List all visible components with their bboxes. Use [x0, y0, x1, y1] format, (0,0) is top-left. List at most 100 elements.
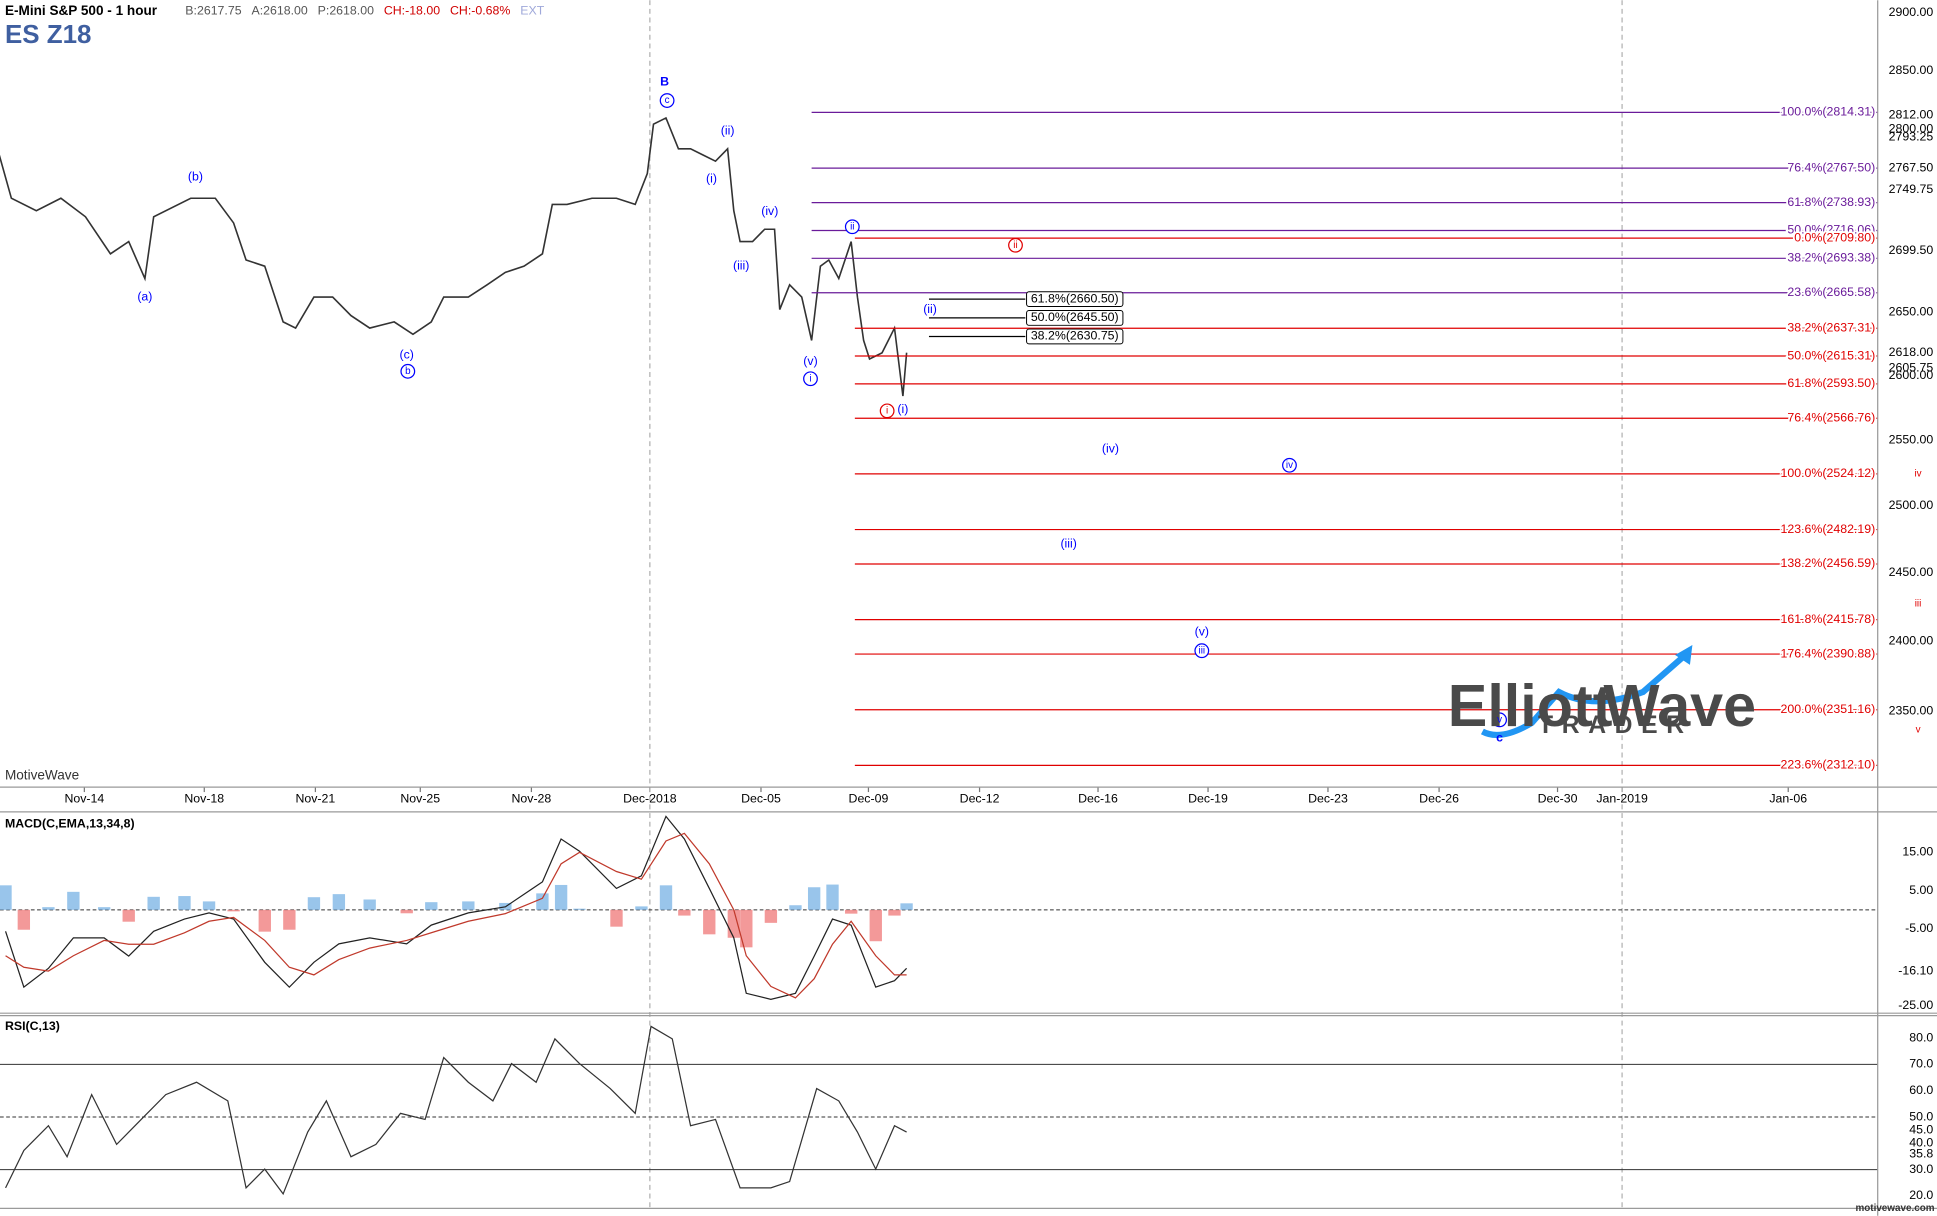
fib-label: 123.6%(2482.19)	[1781, 522, 1876, 536]
wave-circle	[844, 219, 860, 235]
quote-field: CH:-18.00	[384, 4, 440, 18]
x-tick-label: Dec-23	[1308, 792, 1348, 806]
y-tick-label: 80.0	[1909, 1030, 1933, 1044]
histogram-bar	[869, 909, 882, 942]
histogram-bar	[283, 909, 296, 930]
y-tick-label: 5.00	[1909, 883, 1933, 897]
y-tick-label: -5.00	[1905, 921, 1933, 935]
histogram-bar	[740, 909, 753, 948]
histogram-bar	[307, 897, 321, 910]
rsi-title: RSI(C,13)	[5, 1019, 60, 1033]
logo-word: TRADER	[1538, 712, 1693, 739]
histogram-bar	[900, 903, 913, 910]
x-tick-label: Dec-12	[960, 792, 1000, 806]
x-tick-label: Jan-2019	[1596, 792, 1648, 806]
histogram-bar	[178, 896, 191, 910]
value-marker-label: 35.8	[1909, 1147, 1933, 1161]
y-tick-label: 2500.00	[1889, 498, 1934, 512]
y-tick-label: 2600.00	[1889, 368, 1934, 382]
wave-label: ii	[850, 221, 854, 232]
wave-label: iv	[1286, 460, 1293, 471]
series-line	[4, 815, 908, 1000]
histogram-bar	[807, 887, 821, 910]
fib-label: 61.8%(2660.50)	[1031, 291, 1119, 305]
footer: motivewave.com	[1855, 1203, 1934, 1214]
y-tick-label: 50.0	[1909, 1109, 1933, 1123]
y-tick-label: 2650.00	[1889, 305, 1934, 319]
histogram-bar	[67, 891, 80, 910]
logo-word: Elliott	[1448, 672, 1613, 739]
fib-label: 23.6%(2665.58)	[1787, 285, 1875, 299]
quote-field: CH:-0.68%	[450, 4, 510, 18]
histogram-bar	[425, 902, 438, 910]
histogram-bar	[363, 899, 376, 910]
wave-label: (v)	[803, 354, 817, 368]
fib-label: 200.0%(2351.16)	[1781, 702, 1876, 716]
y-tick-label: 2400.00	[1889, 634, 1934, 648]
histogram-bar	[17, 909, 31, 930]
value-marker-label: -16.10	[1898, 964, 1933, 978]
watermark: MotiveWave	[5, 768, 79, 783]
wave-label: c	[665, 95, 670, 106]
histogram-bar	[400, 909, 413, 914]
histogram-bar	[573, 908, 586, 910]
wave-label: (iv)	[1102, 441, 1119, 455]
y-tick-label: 2550.00	[1889, 432, 1934, 446]
x-tick-label: Jan-06	[1769, 792, 1807, 806]
wave-circle	[803, 371, 818, 387]
fib-label: 76.4%(2566.76)	[1787, 411, 1875, 425]
histogram-bar	[888, 909, 901, 916]
histogram-bar	[826, 884, 839, 910]
y-tick-label: 70.0	[1909, 1057, 1933, 1071]
fib-label: 100.0%(2524.12)	[1781, 466, 1876, 480]
histogram-bar	[122, 909, 135, 922]
value-marker-label: 45.0	[1909, 1122, 1933, 1136]
fib-label: 38.2%(2637.31)	[1787, 320, 1875, 334]
x-tick-label: Dec-16	[1078, 792, 1118, 806]
wave-circle	[659, 93, 675, 108]
fib-label: 50.0%(2716.06)	[1787, 223, 1875, 237]
wave-label: (v)	[1195, 624, 1209, 638]
x-tick-label: Nov-28	[512, 792, 552, 806]
x-tick-label: Dec-26	[1419, 792, 1459, 806]
x-tick-label: Nov-21	[295, 792, 335, 806]
fib-label: 161.8%(2415.78)	[1781, 612, 1876, 626]
fib-label: 38.2%(2693.38)	[1787, 251, 1875, 265]
y-tick-label: 2900.00	[1889, 5, 1934, 19]
price-marker-label: 2605.75	[1889, 360, 1934, 374]
histogram-bar	[332, 894, 346, 910]
x-tick-label: Dec-09	[849, 792, 889, 806]
wave-circle	[1282, 457, 1297, 473]
wave-label: iii	[1199, 645, 1206, 656]
histogram-bar	[462, 901, 475, 910]
series-line	[5, 1025, 907, 1196]
wave-label: (iii)	[1060, 537, 1076, 551]
wave-label: B	[660, 74, 669, 88]
logo-word: Wave	[1603, 672, 1756, 739]
histogram-bar	[789, 905, 802, 910]
histogram-bar	[97, 907, 111, 910]
wave-circle	[879, 403, 895, 419]
fib-label: 61.8%(2593.50)	[1787, 376, 1875, 390]
price-marker-label: 2699.50	[1889, 243, 1934, 257]
wave-label: b	[405, 366, 411, 377]
x-tick-label: Nov-25	[400, 792, 440, 806]
x-tick-label: Dec-19	[1188, 792, 1228, 806]
y-tick-label: 2800.00	[1889, 122, 1934, 136]
y-tick-label: 2850.00	[1889, 63, 1934, 77]
label-layer: E-Mini S&P 500 - 1 hour ES Z18 MotiveWav…	[5, 3, 1935, 1214]
wave-label: (ii)	[923, 302, 937, 316]
histogram-bar	[202, 901, 216, 910]
histogram-bar	[536, 893, 549, 910]
quote-field: B:2617.75	[185, 4, 241, 18]
fib-label-box	[1026, 309, 1124, 326]
logo-swoosh	[1480, 655, 1685, 739]
fib-label: 38.2%(2630.75)	[1031, 329, 1119, 343]
fib-label: 0.0%(2709.80)	[1794, 230, 1875, 244]
wave-label: ii	[1013, 240, 1017, 251]
histogram-bar	[0, 885, 12, 910]
x-tick-label: Dec-05	[741, 792, 781, 806]
wave-label: (b)	[188, 169, 203, 183]
